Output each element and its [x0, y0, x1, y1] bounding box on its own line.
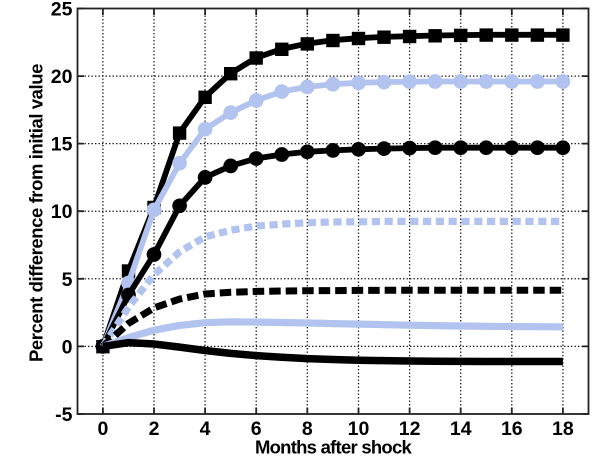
svg-text:14: 14: [450, 418, 472, 440]
svg-text:12: 12: [399, 418, 421, 440]
svg-text:10: 10: [348, 418, 370, 440]
svg-text:25: 25: [51, 0, 73, 21]
svg-text:Percent difference from initia: Percent difference from initial value: [26, 64, 47, 362]
svg-text:0: 0: [97, 418, 108, 440]
svg-text:5: 5: [62, 269, 73, 291]
svg-text:18: 18: [552, 418, 574, 440]
svg-text:6: 6: [251, 418, 262, 440]
svg-text:15: 15: [51, 134, 73, 156]
svg-text:0: 0: [62, 336, 73, 358]
svg-text:-5: -5: [55, 404, 72, 426]
svg-text:16: 16: [501, 418, 523, 440]
svg-text:4: 4: [200, 418, 211, 440]
svg-text:8: 8: [302, 418, 313, 440]
svg-text:2: 2: [149, 418, 160, 440]
svg-text:20: 20: [51, 66, 73, 88]
svg-text:10: 10: [51, 201, 73, 223]
svg-text:Months after shock: Months after shock: [255, 437, 413, 458]
